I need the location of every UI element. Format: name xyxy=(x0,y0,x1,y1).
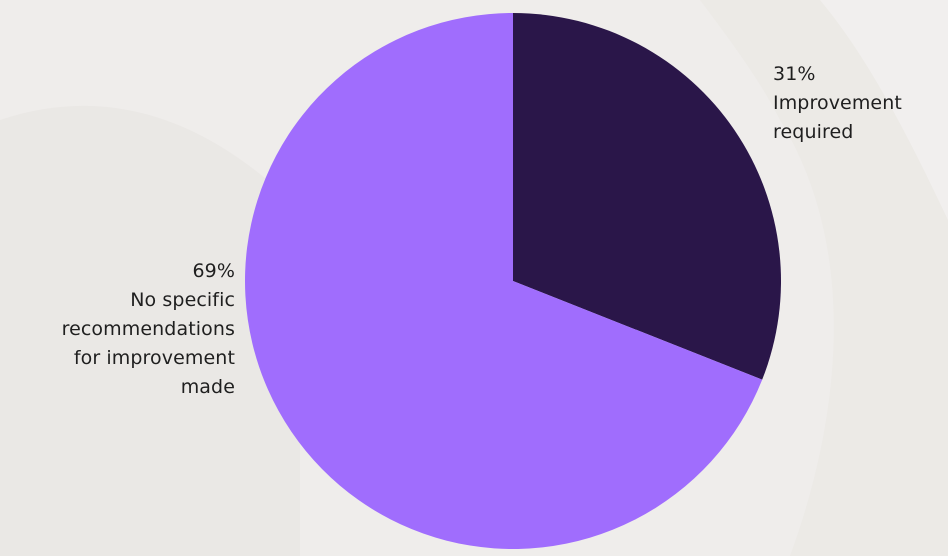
label-line: Improvement xyxy=(773,92,902,114)
label-line: recommendations xyxy=(61,318,235,340)
percent-label-no-specific-recommendations: 69% xyxy=(192,260,235,282)
label-line: made xyxy=(180,376,235,398)
label-no-specific-recommendations: 69% No specific recommendations for impr… xyxy=(62,257,235,402)
label-line: required xyxy=(773,121,854,143)
label-line: for improvement xyxy=(73,347,235,369)
label-line: No specific xyxy=(130,289,235,311)
pie-slice-improvement-required xyxy=(513,13,782,380)
label-improvement-required: 31% Improvement required xyxy=(773,60,902,147)
percent-label-improvement-required: 31% xyxy=(773,63,816,85)
pie-slice-no-specific-recommendations xyxy=(245,13,763,549)
